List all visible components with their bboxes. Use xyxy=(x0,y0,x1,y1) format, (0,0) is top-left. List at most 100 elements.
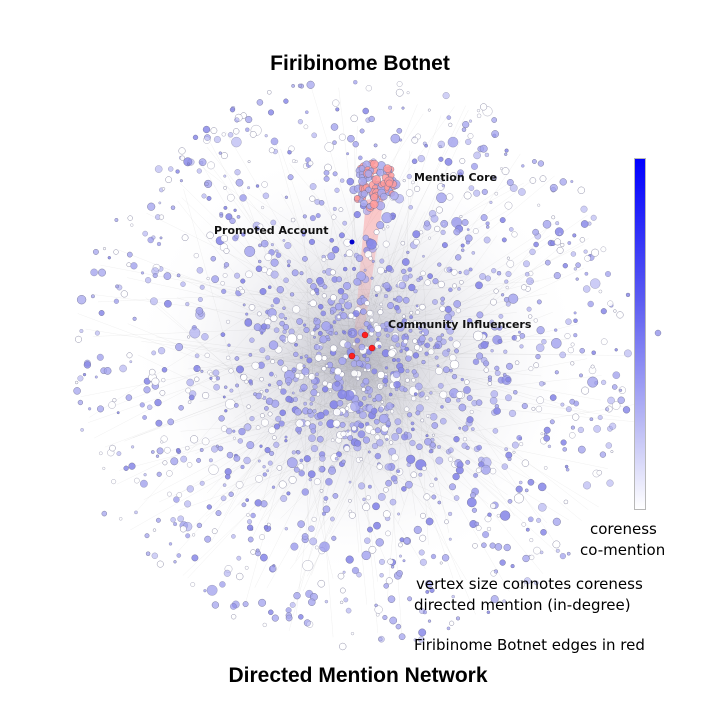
network-node xyxy=(374,452,382,460)
network-node xyxy=(206,584,218,596)
network-node xyxy=(302,256,308,262)
network-node xyxy=(339,421,346,428)
network-node xyxy=(377,371,385,379)
network-edge xyxy=(329,333,425,535)
network-node xyxy=(148,368,156,376)
network-edge xyxy=(116,360,372,485)
network-node xyxy=(99,451,103,456)
network-node xyxy=(236,287,240,291)
network-node xyxy=(227,132,234,138)
network-node xyxy=(489,200,493,204)
network-node xyxy=(450,268,458,276)
network-node xyxy=(175,343,184,351)
network-node xyxy=(268,109,275,116)
network-node xyxy=(340,430,347,437)
network-node xyxy=(242,303,246,307)
network-node xyxy=(298,614,304,620)
network-node xyxy=(442,366,450,374)
network-node xyxy=(505,394,512,402)
network-node xyxy=(401,106,405,110)
network-node xyxy=(496,271,502,276)
network-node xyxy=(503,543,511,552)
network-node xyxy=(460,243,465,248)
network-node xyxy=(494,365,500,371)
network-node xyxy=(267,285,272,290)
network-node xyxy=(82,373,87,377)
network-node xyxy=(408,204,414,210)
network-node xyxy=(377,492,386,501)
network-node xyxy=(395,342,401,348)
network-node xyxy=(346,429,350,433)
network-node xyxy=(385,402,394,410)
network-node xyxy=(356,360,363,367)
network-node xyxy=(537,160,545,167)
network-node xyxy=(431,494,437,500)
network-node xyxy=(193,253,199,259)
core-node xyxy=(369,199,379,209)
promoted-account-label: Promoted Account xyxy=(214,224,329,237)
network-node xyxy=(366,310,373,317)
network-node xyxy=(276,286,284,294)
network-node xyxy=(394,305,400,311)
network-node xyxy=(285,614,293,622)
network-node xyxy=(583,285,591,293)
network-node xyxy=(111,479,117,485)
network-node xyxy=(304,420,311,427)
network-node xyxy=(491,268,497,274)
network-node xyxy=(415,309,420,315)
network-node xyxy=(231,136,242,148)
network-node xyxy=(453,495,460,501)
core-node xyxy=(376,168,384,177)
network-node xyxy=(612,401,621,410)
network-node xyxy=(200,369,204,373)
network-node xyxy=(390,409,395,414)
network-node xyxy=(379,558,386,565)
network-node xyxy=(151,377,160,386)
network-node xyxy=(385,420,391,426)
network-node xyxy=(524,488,529,493)
network-node xyxy=(159,390,166,396)
network-node xyxy=(397,512,401,516)
network-edge xyxy=(93,325,353,337)
network-node xyxy=(372,502,380,511)
network-edge xyxy=(248,193,358,267)
network-node xyxy=(401,486,407,492)
network-node xyxy=(490,349,494,353)
network-node xyxy=(187,335,191,339)
network-node xyxy=(364,389,369,394)
network-node xyxy=(471,162,479,170)
network-node xyxy=(622,406,631,414)
network-node xyxy=(264,134,268,138)
network-node xyxy=(260,331,264,335)
network-node xyxy=(314,545,319,550)
network-node xyxy=(170,457,179,466)
network-node xyxy=(255,265,263,272)
network-node xyxy=(318,304,324,310)
network-edge xyxy=(273,341,536,483)
network-type-label: Directed Mention Network xyxy=(228,664,488,687)
network-node xyxy=(517,580,525,589)
network-node xyxy=(244,423,252,431)
network-node xyxy=(270,304,274,308)
network-node xyxy=(175,169,180,174)
network-node xyxy=(299,355,303,360)
network-node xyxy=(565,318,572,325)
network-node xyxy=(617,396,625,404)
network-node xyxy=(528,366,534,372)
network-node xyxy=(98,268,106,277)
network-node xyxy=(325,364,329,368)
network-node xyxy=(480,103,488,111)
network-node xyxy=(130,262,138,270)
network-node xyxy=(405,480,413,489)
network-node xyxy=(486,526,492,532)
network-edge xyxy=(319,406,387,564)
network-node xyxy=(473,472,479,478)
network-node xyxy=(245,270,253,278)
network-node xyxy=(375,538,384,547)
network-node xyxy=(428,337,433,342)
network-node xyxy=(526,306,532,312)
network-node xyxy=(239,288,245,295)
network-node xyxy=(405,368,410,374)
network-node xyxy=(431,422,439,429)
network-node xyxy=(74,380,79,385)
